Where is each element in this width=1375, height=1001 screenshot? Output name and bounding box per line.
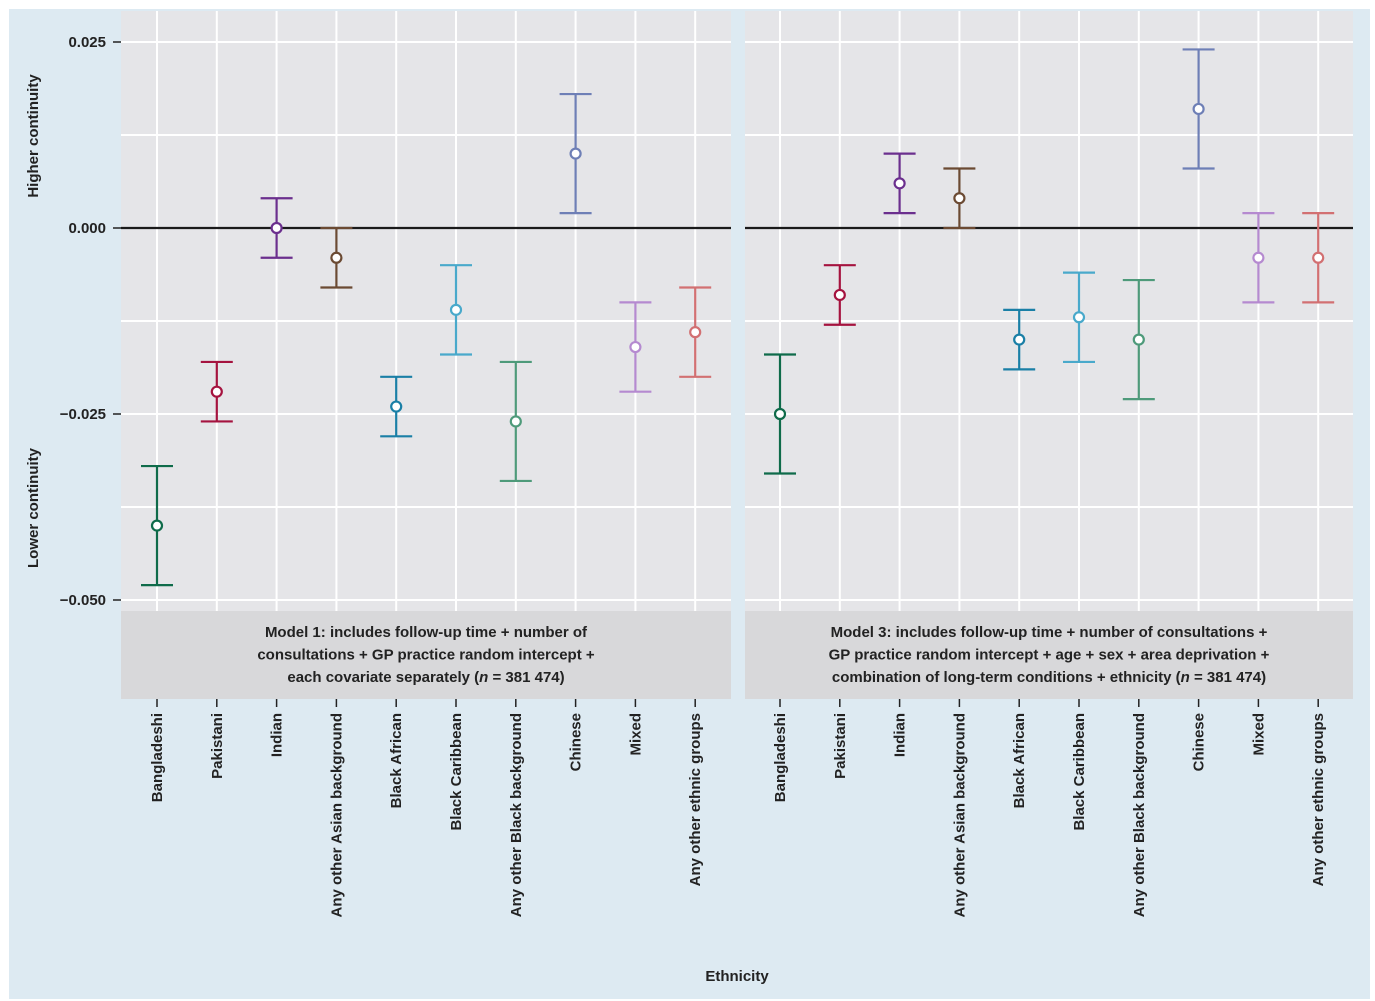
x-tick-label: Mixed — [627, 713, 644, 756]
point-estimate — [569, 147, 582, 160]
y-tick-label: −0.050 — [60, 592, 106, 609]
point-estimate — [629, 340, 642, 354]
x-tick-label: Any other ethnic groups — [687, 713, 704, 886]
x-tick-label: Black Caribbean — [1071, 713, 1088, 831]
panel-strip — [121, 611, 731, 699]
point-estimate — [150, 519, 164, 532]
error-bar — [764, 353, 796, 475]
x-tick-label: Pakistani — [209, 713, 226, 779]
point-estimate — [1132, 333, 1145, 346]
y-tick-label: 0.000 — [68, 220, 106, 237]
panel-background — [745, 11, 1353, 611]
y-axis-label-upper: Higher continuity — [25, 74, 42, 198]
error-bar — [883, 152, 916, 215]
y-tick-label: −0.025 — [60, 406, 106, 423]
error-bar — [1063, 271, 1095, 364]
error-bar — [1122, 278, 1155, 401]
panel-strip — [745, 611, 1353, 699]
point-estimate — [509, 415, 522, 428]
x-tick-label: Indian — [269, 713, 286, 757]
x-tick-label: Any other Black background — [1131, 713, 1148, 917]
error-bar — [320, 226, 353, 289]
error-bar — [1302, 212, 1335, 304]
error-bar — [380, 375, 413, 438]
point-estimate — [390, 400, 403, 413]
error-bar — [1182, 48, 1215, 170]
point-estimate — [953, 192, 966, 205]
panel-title-line: combination of long-term conditions + et… — [832, 669, 1266, 686]
x-tick-label: Any other Black background — [508, 713, 525, 917]
point-estimate — [1312, 251, 1325, 264]
y-axis: 0.025 0.000 −0.025 −0.050 — [60, 34, 121, 609]
error-bar — [619, 301, 652, 393]
point-estimate — [833, 288, 846, 302]
error-bar — [499, 360, 532, 483]
x-tick-label: Chinese — [568, 713, 585, 771]
x-tick-label: Bangladeshi — [772, 713, 789, 802]
x-tick-label: Bangladeshi — [149, 713, 166, 802]
point-estimate — [1072, 311, 1086, 324]
x-tick-label: Black African — [388, 713, 405, 808]
x-tick-label: Any other Asian background — [951, 713, 968, 917]
point-estimate — [210, 385, 223, 398]
error-bar — [440, 264, 472, 356]
panel-model-3: Model 3: includes follow-up time + numbe… — [745, 11, 1353, 917]
y-axis-label-lower: Lower continuity — [25, 447, 42, 568]
error-bar — [200, 360, 233, 423]
error-bar — [943, 167, 976, 230]
point-estimate — [689, 326, 702, 339]
x-tick-label: Mixed — [1250, 713, 1267, 756]
x-tick-label: Chinese — [1191, 713, 1208, 771]
error-bar — [823, 264, 856, 326]
point-estimate — [773, 407, 787, 421]
point-estimate — [330, 251, 343, 264]
error-bar — [1242, 212, 1275, 304]
panel-title-line: Model 1: includes follow-up time + numbe… — [265, 624, 588, 641]
error-bar — [559, 92, 592, 215]
x-axis-label: Ethnicity — [705, 968, 769, 985]
point-estimate — [449, 303, 463, 316]
point-estimate — [1252, 251, 1265, 264]
x-tick-label: Black African — [1011, 713, 1028, 808]
error-bar — [1003, 308, 1036, 371]
panel-model-1: Model 1: includes follow-up time + numbe… — [121, 11, 731, 917]
panel-background — [121, 11, 731, 611]
x-tick-label: Pakistani — [832, 713, 849, 779]
error-bar — [260, 197, 293, 259]
error-bar — [679, 286, 712, 378]
panel-title-line: GP practice random intercept + age + sex… — [829, 647, 1270, 664]
y-tick-label: 0.025 — [68, 34, 106, 51]
x-tick-label: Indian — [892, 713, 909, 757]
panel-title-line: Model 3: includes follow-up time + numbe… — [831, 624, 1268, 641]
x-tick-label: Black Caribbean — [448, 713, 465, 831]
point-estimate — [893, 177, 906, 190]
point-estimate — [1013, 333, 1026, 346]
point-estimate — [1192, 102, 1205, 116]
point-estimate — [270, 221, 283, 235]
error-bar — [141, 464, 173, 587]
x-tick-label: Any other Asian background — [328, 713, 345, 917]
panel-title-line: consultations + GP practice random inter… — [257, 647, 595, 664]
x-tick-label: Any other ethnic groups — [1310, 713, 1327, 886]
panel-title-line: each covariate separately (n = 381 474) — [287, 669, 564, 686]
